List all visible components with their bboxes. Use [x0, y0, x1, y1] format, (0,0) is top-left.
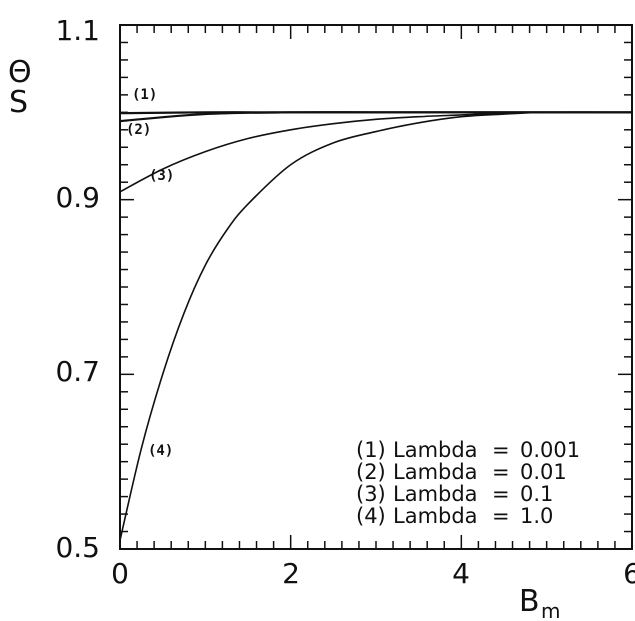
legend-eq: = [492, 482, 510, 506]
x-tick-label: 6 [623, 557, 635, 590]
y-axis-label-sub: S [9, 85, 28, 120]
y-tick-label: 0.7 [55, 355, 100, 388]
legend-value: 0.01 [520, 460, 567, 484]
legend-label: Lambda [393, 482, 478, 506]
x-tick-label: 2 [282, 557, 300, 590]
y-axis-label: Θ [8, 55, 32, 90]
legend-label: Lambda [393, 460, 478, 484]
y-tick-label: 0.9 [55, 181, 100, 214]
legend-eq: = [492, 460, 510, 484]
legend-label: Lambda [393, 504, 478, 528]
curve-tag-4: (4) [148, 443, 173, 459]
x-tick-label: 0 [111, 557, 129, 590]
x-axis-label-sub: m [541, 599, 560, 621]
curve-tag-3: (3) [149, 168, 174, 184]
legend: (1) Lambda = 0.001 (2) Lambda = 0.01 (3)… [356, 438, 580, 528]
legend-value: 0.1 [520, 482, 553, 506]
x-axis-label: B [519, 584, 540, 619]
y-tick-label: 1.1 [55, 14, 100, 47]
series-line-4 [119, 111, 633, 541]
legend-value: 1.0 [520, 504, 553, 528]
y-tick-label: 0.5 [55, 531, 100, 564]
curves-layer [119, 111, 633, 541]
legend-label: Lambda [393, 438, 478, 462]
legend-tag: (3) [356, 482, 386, 506]
legend-tag: (2) [356, 460, 386, 484]
legend-tag: (4) [356, 504, 386, 528]
curve-tag-2: (2) [126, 122, 151, 138]
x-tick-label: 4 [452, 557, 470, 590]
legend-tag: (1) [356, 438, 386, 462]
legend-value: 0.001 [520, 438, 580, 462]
ticks-layer [119, 24, 633, 550]
legend-eq: = [492, 438, 510, 462]
series-line-3 [119, 111, 633, 193]
curve-tag-1: (1) [132, 87, 157, 103]
legend-eq: = [492, 504, 510, 528]
